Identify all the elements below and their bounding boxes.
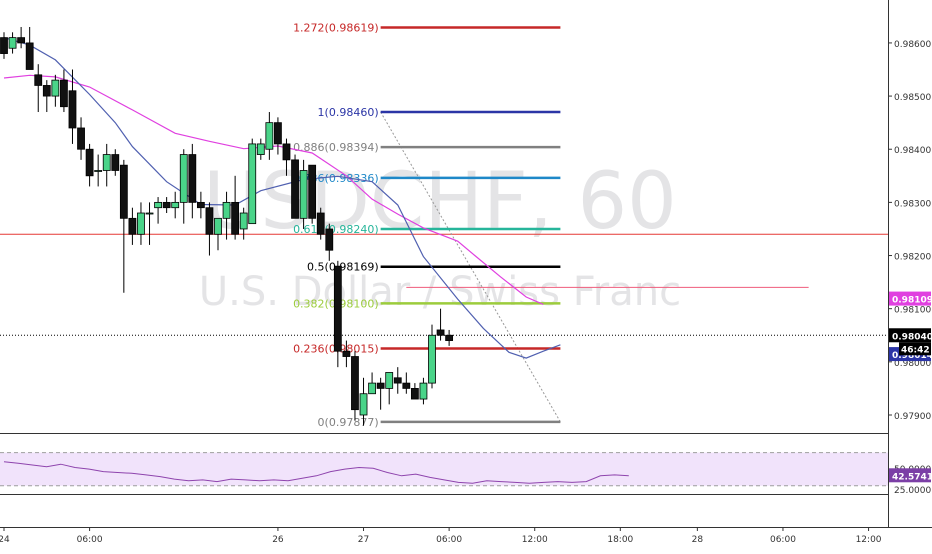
candle-body [68,90,77,129]
candle-body [368,382,376,395]
candle-body [376,382,385,389]
candle-body [42,85,51,97]
price-badge [889,328,931,343]
time-tick-label: 06:00 [77,535,103,545]
candle-body [102,154,111,171]
price-tick-label: 0.98600 [894,40,931,50]
candle-body [385,372,394,389]
candle-body [445,334,454,341]
candle-body [51,79,60,97]
time-tick-label: 06:00 [436,535,462,545]
time-tick-label: 12:00 [522,535,548,545]
candle-body [145,212,154,215]
rsi-value-label: 42.5741 [892,472,932,482]
candle-body [359,393,368,416]
rsi-tick-label: 25.0000 [894,486,931,496]
time-tick-label: 12:00 [856,535,882,545]
time-tick-label: 18:00 [607,535,633,545]
price-tick-label: 0.98100 [894,306,931,316]
candle-body [308,164,317,219]
price-tick-label: 0.98200 [894,253,931,263]
candle-body [137,212,145,235]
candle-body [25,42,34,70]
price-tick-label: 0.98500 [894,93,931,103]
time-tick-label: 06:00 [770,535,796,545]
price-badge-label: 0.98014 [892,351,932,361]
candle-body [196,201,205,209]
candle-body [214,217,222,235]
fib-level-label: 0.618(0.98240) [293,223,379,236]
candle-body [265,122,274,150]
fib-level-label: 1.272(0.98619) [293,22,379,35]
candle-body [393,377,402,384]
candle-body [419,382,428,400]
candle-body [231,201,240,235]
candle-body [111,154,120,171]
candle-body [205,207,214,235]
candle-body [188,154,197,203]
candle-body [325,228,334,251]
candle-body [291,159,299,219]
rsi-value-badge [889,468,931,483]
candle-body [94,170,103,172]
candle-body [171,201,180,209]
candle-body [248,143,257,225]
candle-body [274,122,282,145]
candle-body [428,334,436,384]
countdown-badge [899,342,931,356]
candle-body [128,217,137,235]
rsi-band [0,452,888,486]
candle-body [333,265,342,352]
candles [0,26,454,426]
candle-body [222,201,231,219]
watermark: USDCHF, 60 U.S. Dollar / Swiss Franc [199,157,681,315]
candle-body [119,164,128,219]
candle-body [256,143,265,155]
candle-body [162,201,171,209]
grid [0,433,888,495]
candle-body [410,388,419,400]
price-badge-label: 0.98040 [892,332,932,342]
fib-level-label: 0(0.97877) [318,416,379,429]
candle-body [239,212,248,230]
candle-body [85,148,94,177]
price-tick-label: 0.98400 [894,146,931,156]
moving-average-line [3,74,544,305]
candle-body [351,356,359,411]
candle-body [282,143,291,161]
watermark-symbol: USDCHF, 60 [203,157,676,247]
price-tick-label: 0.98300 [894,199,931,209]
fib-level-label: 0.5(0.98169) [307,261,379,274]
time-tick-label: 27 [358,535,369,545]
candle-body [402,382,411,389]
candle-body [8,37,17,49]
candle-body [77,127,85,150]
candle-body [60,79,68,108]
countdown-label: 46:42 [901,345,930,355]
candle-body [299,170,308,219]
rsi-pane[interactable] [0,452,888,487]
fib-level-label: 0.886(0.98394) [293,141,379,154]
candle-body [34,74,43,86]
watermark-description: U.S. Dollar / Swiss Franc [199,269,681,315]
price-badge-label: 0.98109 [892,296,932,306]
candle-body [154,201,162,209]
time-tick-label: 24 [0,535,10,545]
price-tick-label: 0.97900 [894,412,931,422]
candle-body [179,154,188,203]
candle-body [0,37,8,54]
time-tick-label: 28 [692,535,704,545]
price-badge [889,291,931,306]
candle-body [436,329,445,336]
price-tick-label: 0.98000 [894,359,931,369]
rsi-line [3,461,629,484]
candle-body [316,212,325,235]
candle-body [17,37,26,44]
fib-level-label: 1(0.98460) [318,106,379,119]
time-tick-label: 26 [272,535,284,545]
candle-body [342,350,351,357]
